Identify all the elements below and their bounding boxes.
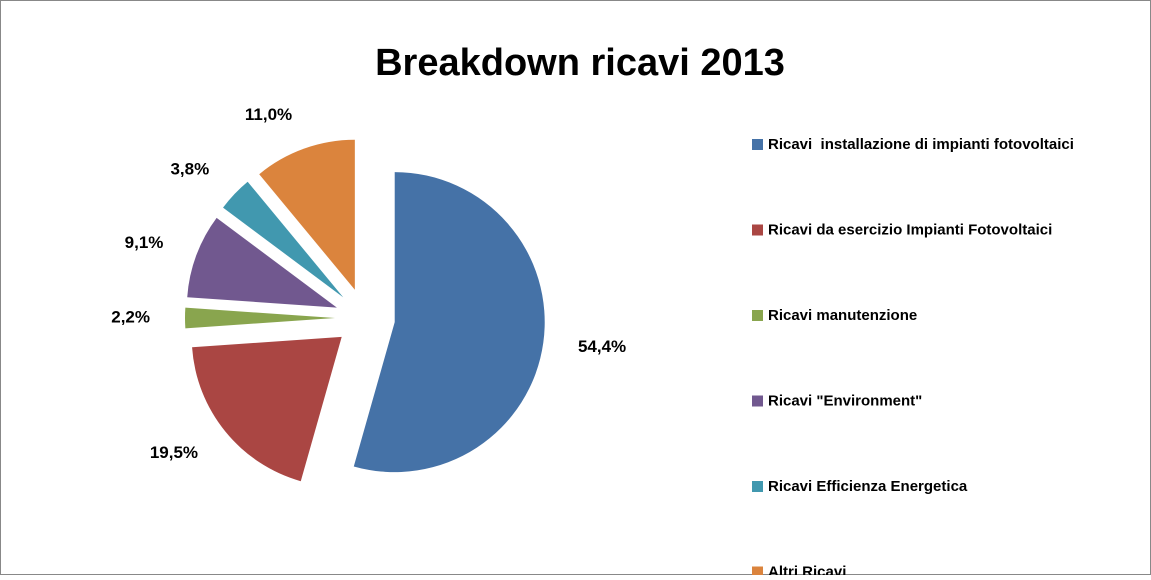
legend-label: Altri Ricavi [768,563,846,575]
legend-swatch [752,566,763,578]
pie-slice [187,217,337,308]
data-label: 19,5% [150,443,198,462]
data-label: 9,1% [125,233,164,252]
pie-slice [184,307,335,329]
data-label: 3,8% [170,159,209,178]
pie-slice [192,336,342,482]
legend-swatch [752,224,763,236]
chart-title: Breakdown ricavi 2013 [375,42,785,84]
pie-slice [353,172,545,473]
legend-label: Ricavi da esercizio Impianti Fotovoltaic… [768,221,1052,238]
legend-swatch [752,310,763,321]
legend-label: Ricavi "Environment" [768,392,922,409]
data-label: 11,0% [245,105,292,124]
data-label: 54,4% [578,337,626,356]
legend-swatch [752,481,763,492]
pie-slice [259,139,355,290]
legend-swatch [752,139,763,150]
legend-label: Ricavi Efficienza Energetica [768,478,968,495]
legend-label: Ricavi installazione di impianti fotovol… [768,136,1074,153]
legend-swatch [752,395,763,407]
legend-label: Ricavi manutenzione [768,307,917,324]
data-label: 2,2% [111,307,150,326]
pie-slice [223,181,344,298]
